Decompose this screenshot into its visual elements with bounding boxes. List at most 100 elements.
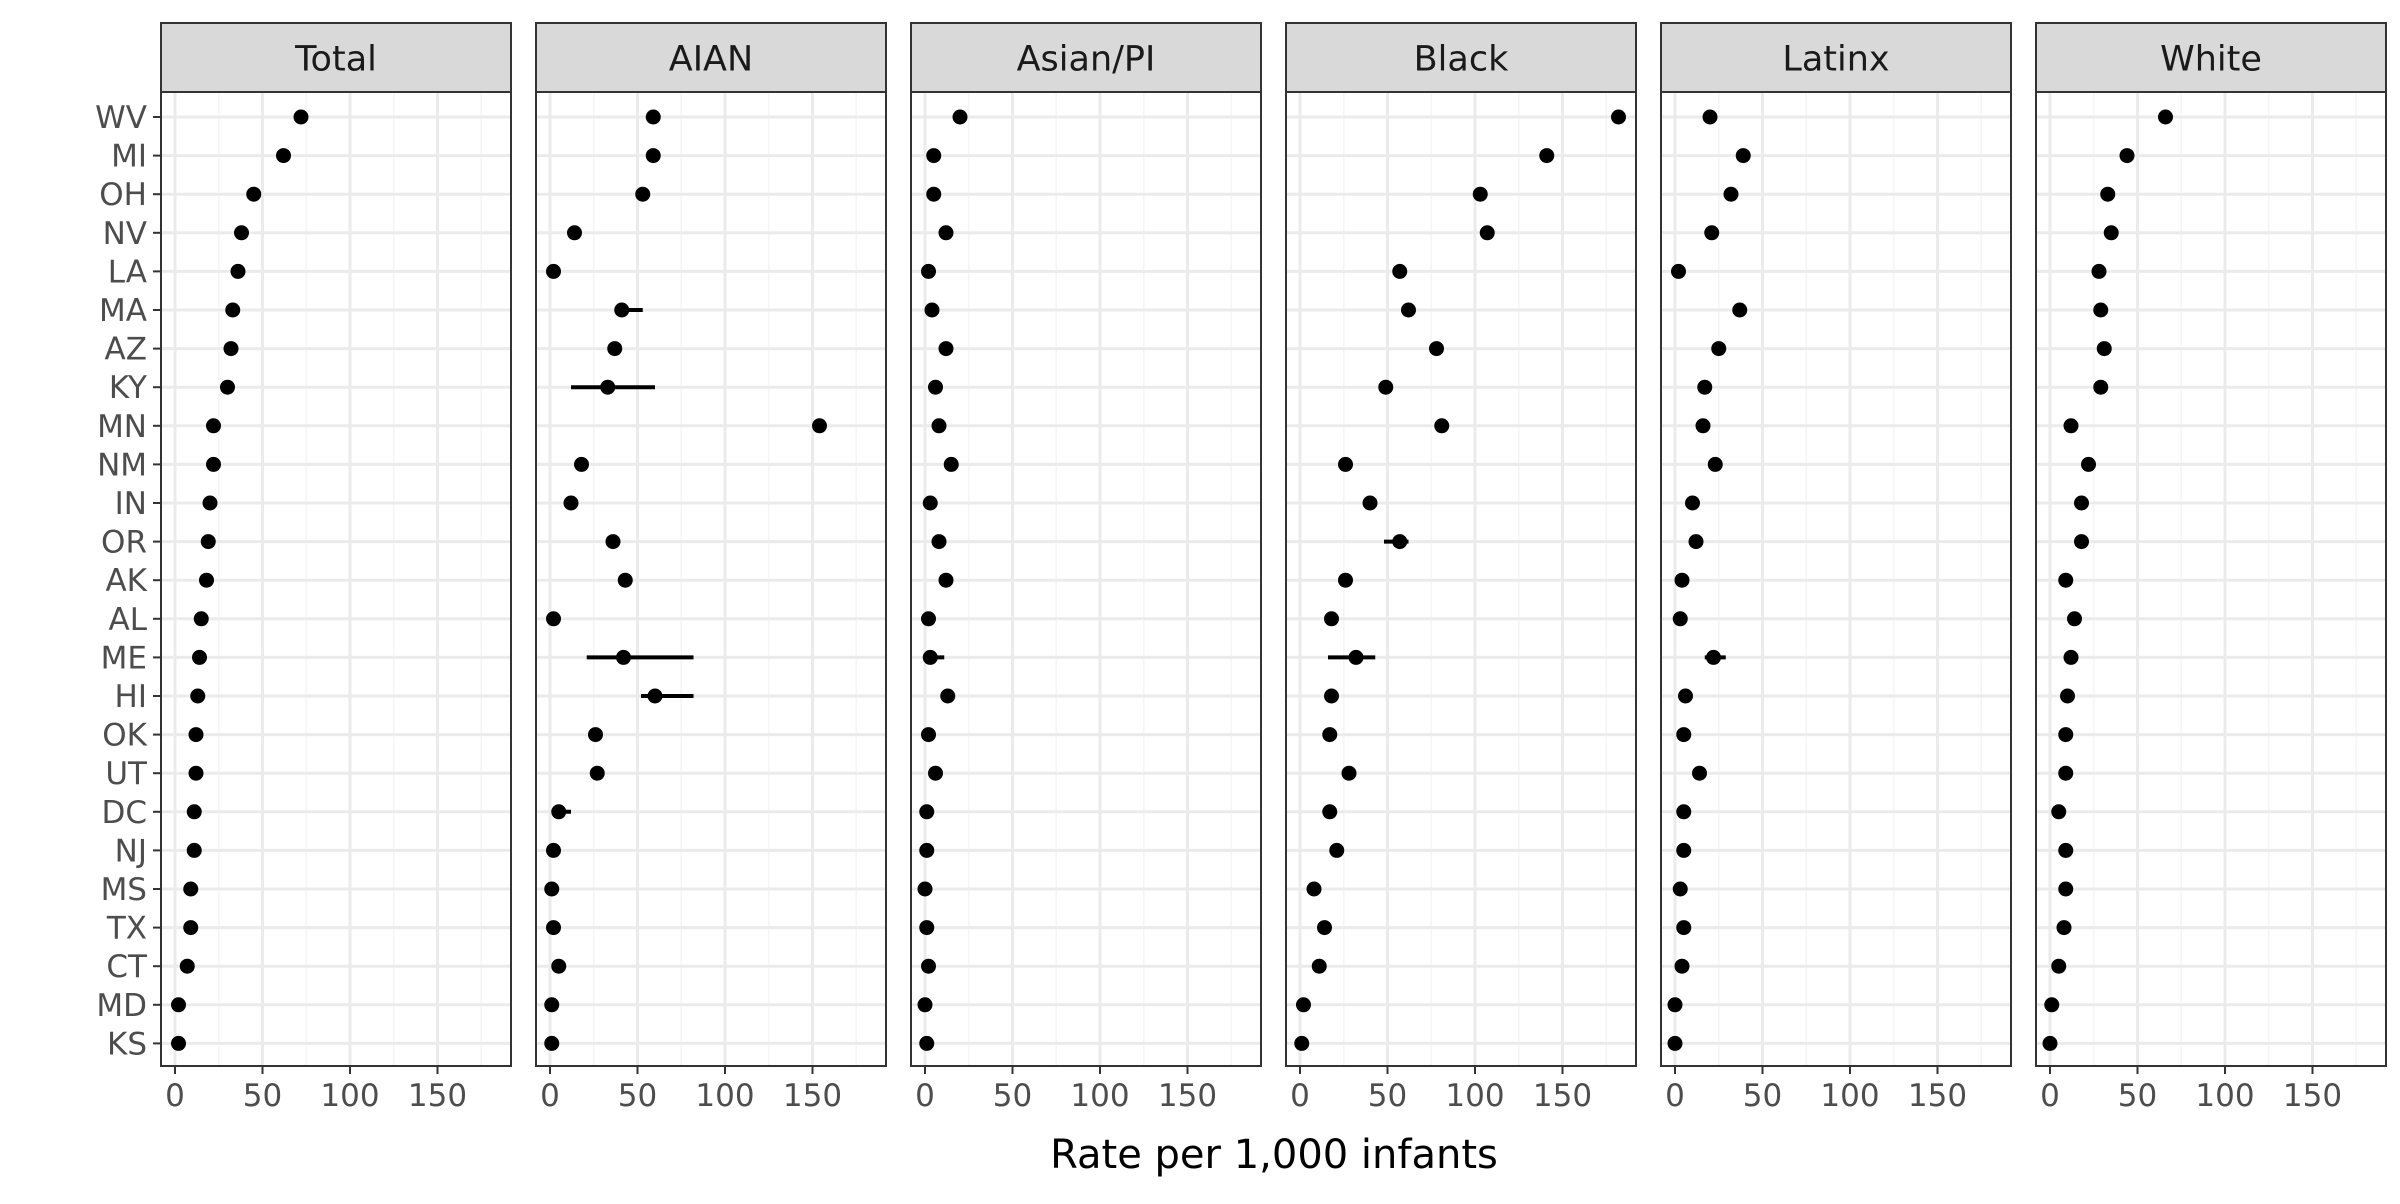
facet-strip bbox=[160, 22, 512, 93]
data-point bbox=[1688, 534, 1704, 550]
data-point bbox=[1341, 765, 1357, 781]
data-point bbox=[919, 920, 935, 936]
data-point bbox=[2063, 649, 2079, 665]
data-point bbox=[188, 727, 204, 743]
data-point bbox=[234, 225, 249, 241]
x-tick-label: 150 bbox=[2283, 1078, 2342, 1114]
data-point bbox=[614, 302, 630, 318]
data-point bbox=[647, 688, 663, 704]
data-point bbox=[917, 881, 933, 897]
data-point bbox=[645, 109, 661, 125]
data-point bbox=[952, 109, 968, 125]
data-point bbox=[1362, 495, 1378, 511]
data-point bbox=[1378, 379, 1394, 395]
data-point bbox=[2081, 456, 2096, 472]
data-point bbox=[1322, 727, 1338, 743]
data-point bbox=[1676, 920, 1692, 936]
y-tick-label: NJ bbox=[115, 833, 147, 869]
data-point bbox=[1706, 649, 1721, 665]
data-point bbox=[202, 495, 218, 511]
data-point bbox=[1704, 225, 1720, 241]
data-point bbox=[223, 341, 239, 357]
data-point bbox=[2051, 958, 2067, 974]
data-point bbox=[922, 649, 938, 665]
y-tick-label: HI bbox=[115, 679, 147, 715]
y-tick-label: NM bbox=[97, 447, 147, 483]
y-tick-label: MS bbox=[101, 872, 147, 908]
y-tick-label: AZ bbox=[105, 332, 147, 368]
data-point bbox=[605, 534, 621, 550]
x-tick-label: 100 bbox=[1820, 1078, 1879, 1114]
data-point bbox=[225, 302, 241, 318]
y-tick-label: MN bbox=[97, 409, 147, 445]
data-point bbox=[917, 997, 933, 1013]
data-point bbox=[193, 611, 209, 627]
data-point bbox=[276, 148, 291, 164]
panel-border bbox=[535, 91, 887, 1067]
y-tick-label: CT bbox=[106, 949, 148, 985]
data-point bbox=[1392, 534, 1408, 550]
y-tick-label: LA bbox=[108, 254, 147, 290]
data-point bbox=[1479, 225, 1495, 241]
y-tick-label: MA bbox=[99, 293, 147, 329]
data-point bbox=[1685, 495, 1700, 511]
data-point bbox=[220, 379, 235, 395]
data-point bbox=[1472, 186, 1488, 202]
facet-strip-label: Black bbox=[1414, 40, 1509, 80]
data-point bbox=[2060, 688, 2075, 704]
data-point bbox=[186, 804, 202, 820]
data-point bbox=[921, 727, 936, 743]
data-point bbox=[921, 958, 936, 974]
data-point bbox=[1667, 997, 1683, 1013]
data-point bbox=[546, 842, 561, 858]
data-point bbox=[2042, 1035, 2058, 1051]
data-point bbox=[1671, 263, 1686, 279]
data-point bbox=[2044, 997, 2060, 1013]
x-tick-label: 0 bbox=[915, 1078, 935, 1114]
data-point bbox=[1539, 148, 1555, 164]
facet-strip-label: Asian/PI bbox=[1017, 40, 1156, 80]
x-tick-label: 50 bbox=[993, 1078, 1032, 1114]
data-point bbox=[1401, 302, 1416, 318]
panel-border bbox=[1285, 91, 1637, 1067]
x-tick-label: 100 bbox=[1445, 1078, 1504, 1114]
data-point bbox=[1348, 649, 1364, 665]
data-point bbox=[1732, 302, 1748, 318]
x-tick-label: 0 bbox=[1290, 1078, 1310, 1114]
data-point bbox=[188, 765, 204, 781]
data-point bbox=[1672, 881, 1688, 897]
data-point bbox=[938, 225, 954, 241]
data-point bbox=[921, 611, 936, 627]
data-point bbox=[2158, 109, 2173, 125]
data-point bbox=[1702, 109, 1718, 125]
data-point bbox=[544, 1035, 560, 1051]
panel-border bbox=[160, 91, 512, 1067]
data-point bbox=[1723, 186, 1739, 202]
panel-border bbox=[2035, 91, 2387, 1067]
data-point bbox=[551, 804, 567, 820]
y-tick-label: MD bbox=[96, 988, 147, 1024]
y-tick-label: WV bbox=[95, 100, 147, 136]
data-point bbox=[546, 263, 561, 279]
data-point bbox=[928, 765, 943, 781]
data-point bbox=[1294, 1035, 1310, 1051]
x-tick-label: 50 bbox=[243, 1078, 282, 1114]
data-point bbox=[943, 456, 959, 472]
data-point bbox=[926, 148, 942, 164]
data-point bbox=[179, 958, 195, 974]
data-point bbox=[1676, 727, 1692, 743]
y-tick-label: NV bbox=[103, 216, 147, 252]
data-point bbox=[926, 186, 942, 202]
data-point bbox=[544, 881, 560, 897]
data-point bbox=[2058, 842, 2074, 858]
data-point bbox=[567, 225, 582, 241]
data-point bbox=[1697, 379, 1713, 395]
data-point bbox=[1674, 958, 1690, 974]
data-point bbox=[600, 379, 616, 395]
data-point bbox=[230, 263, 246, 279]
data-point bbox=[1676, 804, 1692, 820]
data-point bbox=[1429, 341, 1444, 357]
data-point bbox=[607, 341, 623, 357]
data-point bbox=[919, 842, 935, 858]
